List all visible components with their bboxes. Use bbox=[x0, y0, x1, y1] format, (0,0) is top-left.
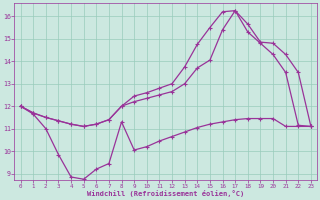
X-axis label: Windchill (Refroidissement éolien,°C): Windchill (Refroidissement éolien,°C) bbox=[87, 190, 244, 197]
